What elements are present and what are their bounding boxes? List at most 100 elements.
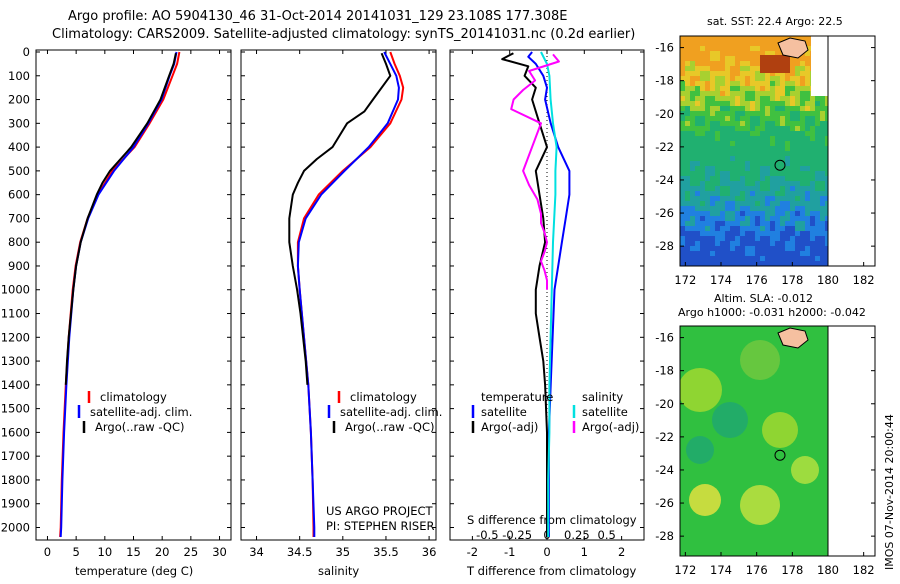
sst-cell bbox=[805, 196, 810, 201]
sst-cell bbox=[705, 201, 710, 206]
sst-cell bbox=[765, 226, 770, 231]
sst-cell bbox=[825, 191, 828, 196]
sst-cell bbox=[800, 246, 805, 251]
sla-map-title-line2: Argo h1000: -0.031 h2000: -0.042 bbox=[678, 306, 866, 319]
sst-cell bbox=[725, 86, 730, 91]
sst-cell bbox=[720, 141, 725, 146]
sst-cell bbox=[685, 46, 690, 51]
sst-cell bbox=[775, 111, 780, 116]
sst-cell bbox=[825, 206, 828, 211]
sst-cell bbox=[765, 46, 770, 51]
sst-cell bbox=[685, 226, 690, 231]
t-difference-axis-label: T difference from climatology bbox=[466, 564, 637, 578]
sst-cell bbox=[740, 71, 745, 76]
sst-cell bbox=[760, 96, 765, 101]
sst-cell bbox=[755, 111, 760, 116]
sst-cell bbox=[790, 71, 795, 76]
sst-map bbox=[680, 36, 828, 266]
sst-cell bbox=[780, 126, 785, 131]
sst-cell bbox=[770, 81, 775, 86]
sst-cell bbox=[805, 141, 810, 146]
sst-cell bbox=[690, 141, 695, 146]
sst-cell bbox=[715, 196, 720, 201]
sst-cell bbox=[740, 201, 745, 206]
sst-cell bbox=[790, 191, 795, 196]
sst-cell bbox=[780, 231, 785, 236]
sst-cell bbox=[730, 126, 735, 131]
sst-cell bbox=[700, 241, 705, 246]
sst-cell bbox=[760, 106, 765, 111]
sst-cell bbox=[735, 146, 740, 151]
sst-cell bbox=[720, 216, 725, 221]
sst-cell bbox=[730, 96, 735, 101]
sst-cell bbox=[820, 141, 825, 146]
x-tick-label: 1 bbox=[581, 545, 588, 559]
sst-cell bbox=[720, 261, 725, 266]
sst-cell bbox=[825, 136, 828, 141]
sst-cell bbox=[765, 141, 770, 146]
sst-cell bbox=[680, 226, 685, 231]
sst-cell bbox=[790, 146, 795, 151]
sst-cell bbox=[690, 56, 695, 61]
sst-cell bbox=[785, 186, 790, 191]
sst-cell bbox=[715, 56, 720, 61]
sst-cell bbox=[750, 201, 755, 206]
sst-cell bbox=[705, 261, 710, 266]
sst-cell bbox=[755, 236, 760, 241]
sst-cell bbox=[720, 251, 725, 256]
sst-cell bbox=[700, 146, 705, 151]
sst-cell bbox=[780, 151, 785, 156]
sst-cell bbox=[695, 186, 700, 191]
sst-cell bbox=[775, 136, 780, 141]
sst-cell bbox=[820, 111, 825, 116]
sst-cell bbox=[680, 46, 685, 51]
sst-cell bbox=[725, 51, 730, 56]
x-tick-label: 10 bbox=[98, 545, 113, 559]
sst-cell bbox=[760, 51, 765, 56]
sst-cell bbox=[790, 156, 795, 161]
sst-cell bbox=[815, 111, 820, 116]
sst-cell bbox=[690, 46, 695, 51]
sst-cell bbox=[760, 191, 765, 196]
sst-cell bbox=[765, 216, 770, 221]
sst-cell bbox=[825, 241, 828, 246]
lon-tick-label: 180 bbox=[817, 273, 839, 287]
sst-cell bbox=[780, 91, 785, 96]
sst-cell bbox=[720, 176, 725, 181]
sst-cell bbox=[790, 86, 795, 91]
sst-cell bbox=[780, 206, 785, 211]
sst-cell bbox=[810, 241, 815, 246]
sst-cell bbox=[710, 81, 715, 86]
sst-cell bbox=[795, 101, 800, 106]
sst-cell bbox=[795, 131, 800, 136]
sst-cell bbox=[700, 121, 705, 126]
sst-cell bbox=[720, 106, 725, 111]
sst-cell bbox=[700, 46, 705, 51]
lat-tick-label: -24 bbox=[655, 173, 674, 187]
sst-cell bbox=[765, 131, 770, 136]
sst-cell bbox=[745, 201, 750, 206]
depth-tick-label: 200 bbox=[8, 93, 30, 107]
sst-cell bbox=[715, 216, 720, 221]
sst-cell bbox=[730, 241, 735, 246]
sst-cell bbox=[770, 121, 775, 126]
sst-cell bbox=[715, 136, 720, 141]
sst-cell bbox=[820, 216, 825, 221]
sst-cell bbox=[695, 46, 700, 51]
map-axis-box bbox=[679, 325, 876, 557]
lon-tick-label: 178 bbox=[781, 563, 803, 577]
sst-cell bbox=[795, 86, 800, 91]
sst-cell bbox=[805, 151, 810, 156]
sst-cell bbox=[685, 61, 690, 66]
sst-cell bbox=[775, 96, 780, 101]
sst-cell bbox=[785, 216, 790, 221]
sst-cell bbox=[765, 36, 770, 41]
sst-cell bbox=[765, 186, 770, 191]
sst-cell bbox=[805, 186, 810, 191]
sst-cell bbox=[760, 206, 765, 211]
sst-cell bbox=[695, 51, 700, 56]
sst-cell bbox=[775, 71, 780, 76]
sst-cell bbox=[715, 176, 720, 181]
sst-cell bbox=[760, 111, 765, 116]
sst-cell bbox=[805, 191, 810, 196]
